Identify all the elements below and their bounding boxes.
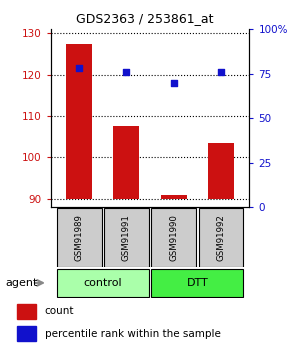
Bar <box>199 208 244 267</box>
Bar <box>113 126 139 199</box>
Bar <box>17 326 36 341</box>
Bar <box>151 269 244 297</box>
Bar <box>66 44 92 199</box>
Bar <box>161 195 187 199</box>
Point <box>171 80 176 85</box>
Text: agent: agent <box>6 278 38 288</box>
Text: DTT: DTT <box>186 278 208 288</box>
Text: GDS2363 / 253861_at: GDS2363 / 253861_at <box>76 12 214 25</box>
Text: GSM91992: GSM91992 <box>217 214 226 260</box>
Text: GSM91989: GSM91989 <box>75 214 84 260</box>
Point <box>219 69 223 75</box>
Text: percentile rank within the sample: percentile rank within the sample <box>45 329 220 339</box>
Bar <box>208 143 234 199</box>
Point <box>124 69 129 75</box>
Bar <box>57 208 102 267</box>
Point <box>77 66 81 71</box>
Text: control: control <box>84 278 122 288</box>
Text: GSM91990: GSM91990 <box>169 214 178 260</box>
Text: GSM91991: GSM91991 <box>122 214 131 260</box>
Bar <box>151 208 196 267</box>
Text: count: count <box>45 306 74 316</box>
Bar <box>104 208 149 267</box>
Bar <box>17 305 36 319</box>
Bar <box>57 269 149 297</box>
